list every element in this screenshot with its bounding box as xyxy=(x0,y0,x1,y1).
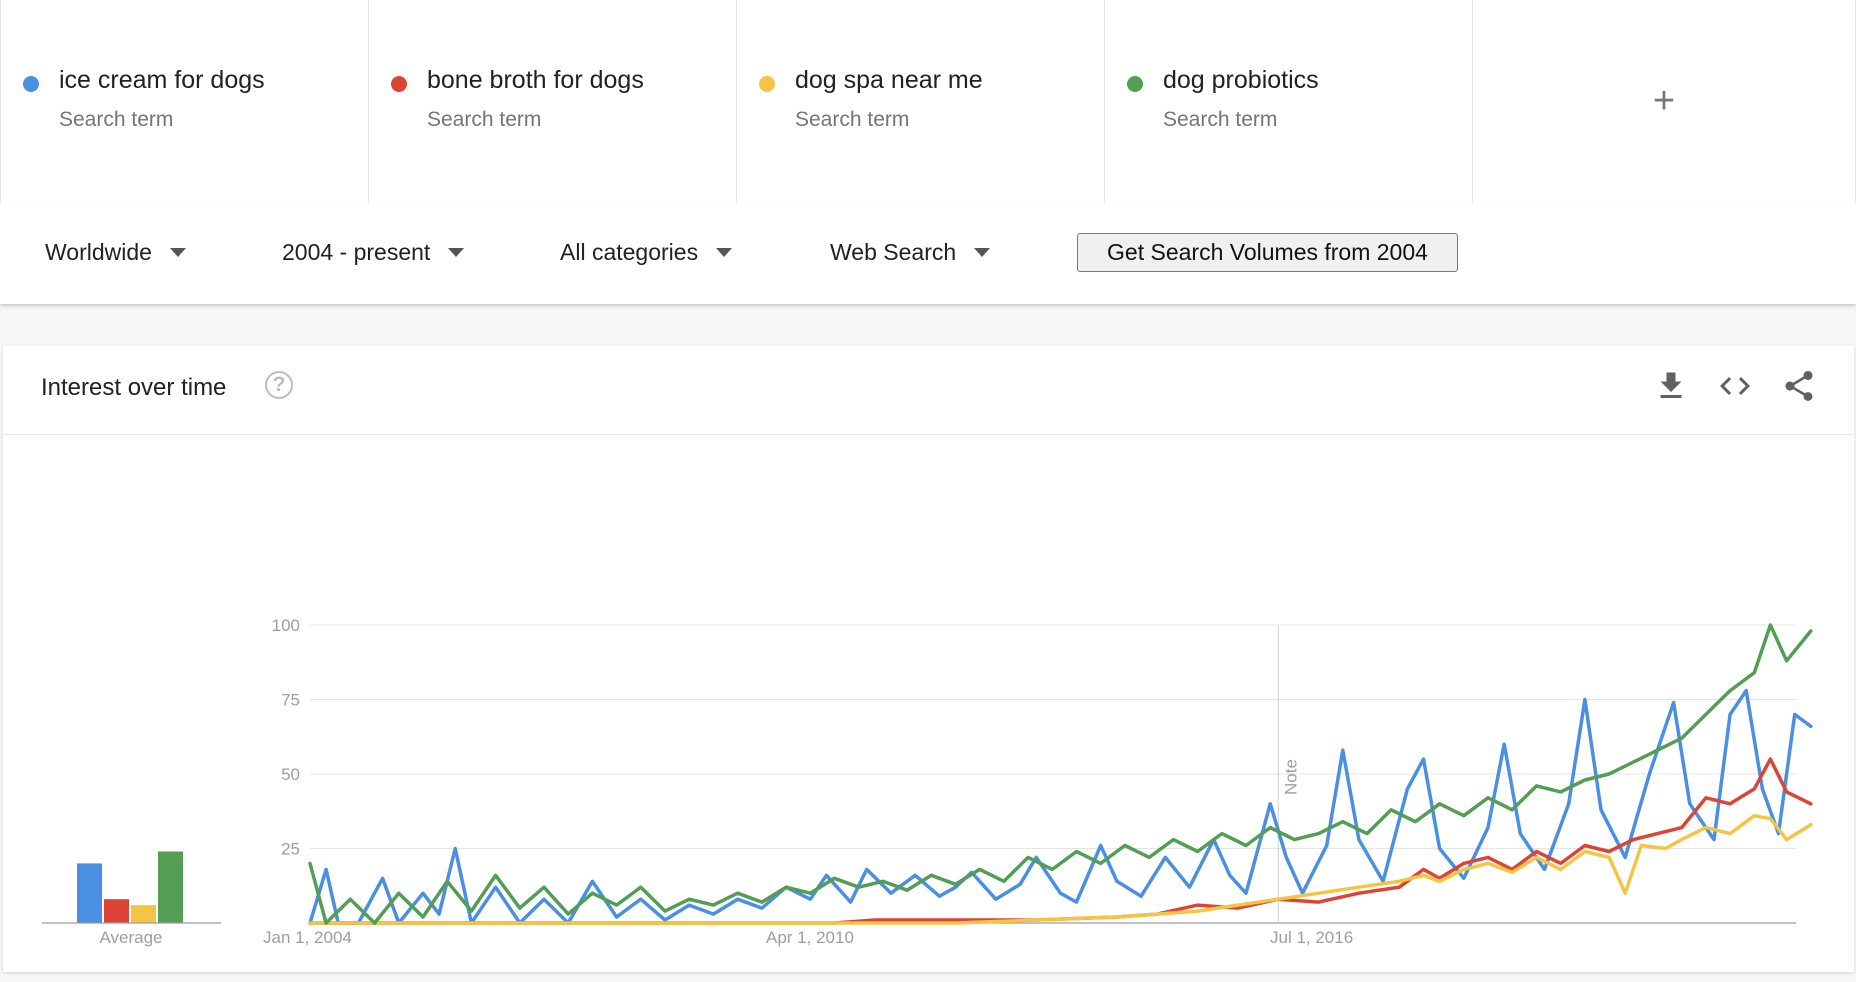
note-marker-label: Note xyxy=(1281,759,1300,795)
chart-series xyxy=(308,623,1813,925)
term-subtitle: Search term xyxy=(1163,108,1278,131)
series-line-dog-spa-near-me xyxy=(308,813,1813,925)
x-tick-label: Jul 1, 2016 xyxy=(1270,928,1353,947)
average-bars: Average xyxy=(42,851,221,947)
term-subtitle: Search term xyxy=(795,108,910,131)
plus-icon: + xyxy=(1652,80,1676,122)
term-name: ice cream for dogs xyxy=(59,66,265,94)
x-axis-ticks: Jan 1, 2004 Apr 1, 2010 Jul 1, 2016 xyxy=(263,928,1353,947)
average-bar xyxy=(131,905,156,923)
series-line-dog-probiotics xyxy=(308,623,1813,925)
caret-down-icon xyxy=(716,248,733,257)
series-color-dot xyxy=(759,76,775,92)
help-icon[interactable]: ? xyxy=(265,371,293,399)
y-tick-label: 100 xyxy=(272,616,300,635)
region-value: Worldwide xyxy=(45,239,152,265)
series-color-dot xyxy=(391,76,407,92)
chart-grid: 25 50 75 100 Note xyxy=(272,616,1796,924)
series-color-dot xyxy=(1127,76,1143,92)
share-icon[interactable] xyxy=(1781,368,1817,404)
average-bar xyxy=(77,863,102,923)
interest-chart: Average 25 50 75 100 Note Jan 1, 2004 Apr 1, … xyxy=(42,616,1813,947)
interest-over-time-card: Interest over time ? Average 25 50 75 100 No… xyxy=(3,346,1854,972)
category-value: All categories xyxy=(560,239,699,265)
term-subtitle: Search term xyxy=(59,108,174,131)
region-dropdown[interactable]: Worldwide xyxy=(45,239,186,266)
series-color-dot xyxy=(23,76,39,92)
term-ice-cream[interactable]: ice cream for dogs Search term xyxy=(0,0,368,203)
caret-down-icon xyxy=(974,248,991,257)
time-range-value: 2004 - present xyxy=(282,239,431,265)
download-icon[interactable] xyxy=(1653,368,1689,404)
term-name: dog spa near me xyxy=(795,66,983,94)
get-search-volumes-button[interactable]: Get Search Volumes from 2004 xyxy=(1077,233,1458,272)
search-terms-bar: ice cream for dogs Search term bone brot… xyxy=(0,0,1856,204)
term-name: bone broth for dogs xyxy=(427,66,644,94)
search-type-dropdown[interactable]: Web Search xyxy=(830,239,991,266)
y-tick-label: 50 xyxy=(281,765,300,784)
filters-bar: Worldwide 2004 - present All categories … xyxy=(0,203,1856,304)
series-line-ice-cream-for-dogs xyxy=(308,688,1813,925)
category-dropdown[interactable]: All categories xyxy=(560,239,733,266)
x-tick-label: Apr 1, 2010 xyxy=(766,928,854,947)
term-dog-spa[interactable]: dog spa near me Search term xyxy=(736,0,1104,203)
term-subtitle: Search term xyxy=(427,108,542,131)
add-term-button[interactable]: + xyxy=(1472,0,1856,203)
embed-code-icon[interactable] xyxy=(1717,368,1753,404)
caret-down-icon xyxy=(169,248,186,257)
search-type-value: Web Search xyxy=(830,239,957,265)
x-tick-label: Jan 1, 2004 xyxy=(263,928,352,947)
card-header: Interest over time ? xyxy=(3,346,1854,435)
average-label: Average xyxy=(99,928,162,947)
term-name: dog probiotics xyxy=(1163,66,1319,94)
time-range-dropdown[interactable]: 2004 - present xyxy=(282,239,465,266)
term-dog-probiotics[interactable]: dog probiotics Search term xyxy=(1104,0,1472,203)
y-tick-label: 75 xyxy=(281,691,300,710)
term-bone-broth[interactable]: bone broth for dogs Search term xyxy=(368,0,736,203)
caret-down-icon xyxy=(448,248,465,257)
card-title: Interest over time xyxy=(41,374,227,401)
series-line-bone-broth-for-dogs xyxy=(308,757,1813,925)
average-bar xyxy=(104,899,129,923)
average-bar xyxy=(158,851,183,923)
y-tick-label: 25 xyxy=(281,840,300,859)
